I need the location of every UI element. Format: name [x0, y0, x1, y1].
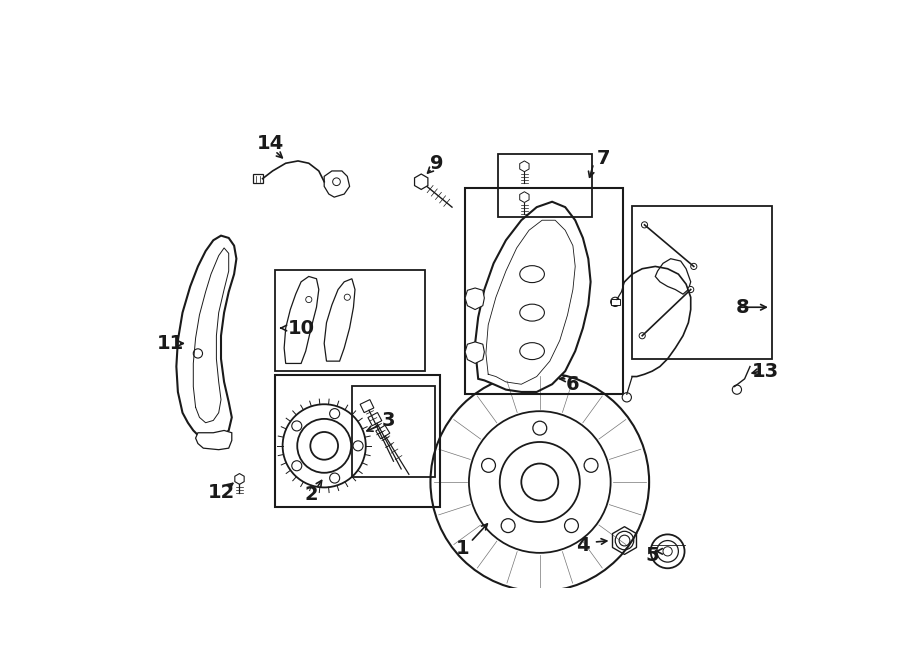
Bar — [610, 299, 620, 305]
Circle shape — [329, 408, 339, 418]
Polygon shape — [195, 430, 232, 449]
Text: 5: 5 — [645, 547, 659, 565]
Circle shape — [610, 297, 620, 307]
Circle shape — [329, 473, 339, 483]
Text: 11: 11 — [157, 334, 184, 353]
Polygon shape — [254, 174, 263, 183]
Circle shape — [533, 421, 546, 435]
Polygon shape — [376, 425, 390, 439]
Circle shape — [353, 441, 363, 451]
Bar — [274, 375, 440, 508]
Text: 10: 10 — [288, 319, 315, 338]
Circle shape — [733, 385, 742, 394]
Bar — [274, 270, 425, 371]
Polygon shape — [465, 342, 484, 364]
Bar — [499, 154, 592, 217]
Circle shape — [690, 263, 697, 270]
Text: 7: 7 — [597, 149, 610, 168]
Text: 13: 13 — [752, 362, 779, 381]
Text: 1: 1 — [456, 539, 470, 558]
Text: 14: 14 — [256, 134, 284, 153]
Circle shape — [584, 459, 598, 473]
Polygon shape — [324, 279, 355, 361]
Polygon shape — [465, 288, 484, 309]
Circle shape — [482, 459, 496, 473]
Circle shape — [639, 332, 645, 339]
Text: 2: 2 — [304, 485, 318, 504]
Polygon shape — [415, 174, 428, 190]
Text: 3: 3 — [382, 411, 395, 430]
Polygon shape — [519, 161, 529, 172]
Circle shape — [306, 297, 312, 303]
Polygon shape — [284, 276, 319, 364]
Circle shape — [564, 519, 579, 533]
Bar — [632, 206, 772, 359]
Polygon shape — [655, 258, 690, 294]
Circle shape — [642, 222, 648, 228]
Circle shape — [333, 178, 340, 186]
Text: 9: 9 — [430, 154, 444, 173]
Polygon shape — [475, 202, 590, 392]
Text: 8: 8 — [735, 297, 749, 317]
Circle shape — [622, 393, 632, 402]
Polygon shape — [235, 473, 244, 485]
Circle shape — [688, 286, 694, 293]
Polygon shape — [176, 235, 237, 440]
Circle shape — [292, 421, 302, 431]
Text: 4: 4 — [576, 537, 590, 555]
Polygon shape — [360, 400, 373, 412]
Circle shape — [501, 519, 515, 533]
Polygon shape — [324, 171, 349, 197]
Bar — [465, 188, 623, 394]
Bar — [352, 386, 435, 477]
Polygon shape — [519, 192, 529, 202]
Circle shape — [194, 349, 202, 358]
Circle shape — [292, 461, 302, 471]
Text: 12: 12 — [207, 483, 235, 502]
Text: 6: 6 — [566, 375, 580, 394]
Polygon shape — [368, 412, 382, 426]
Circle shape — [344, 294, 350, 300]
